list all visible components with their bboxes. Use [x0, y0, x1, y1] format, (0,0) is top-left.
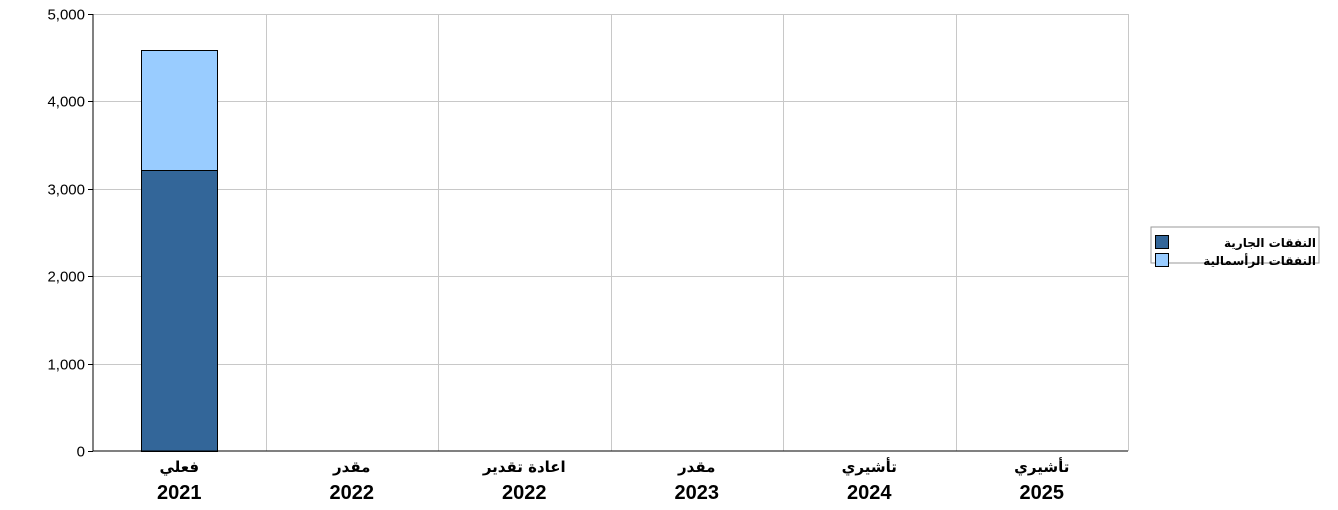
gridlines — [93, 14, 1129, 451]
y-tick-label: 5,000 — [47, 7, 85, 24]
x-tick-year: 2025 — [1020, 482, 1065, 504]
y-tick-labels: 0 1,000 2,000 3,000 4,000 5,000 — [47, 7, 93, 461]
bars — [141, 50, 218, 452]
y-tick-label: 1,000 — [47, 357, 85, 374]
x-tick-year: 2024 — [847, 482, 892, 504]
x-tick-year: 2023 — [675, 482, 720, 504]
x-tick-labels: فعلي 2021 مقدر 2022 اعادة تقدير 2022 مقدر 2023 ت… — [157, 457, 1069, 504]
y-tick-label: 0 — [77, 444, 85, 461]
x-tick-label: تأشيري — [842, 457, 897, 477]
x-tick-label: مقدر — [332, 458, 370, 476]
y-tick-label: 3,000 — [47, 182, 85, 199]
x-tick-year: 2021 — [157, 482, 202, 504]
x-tick-year: 2022 — [502, 482, 547, 504]
legend: النفقات الجارية النفقات الرأسمالية — [1150, 226, 1320, 268]
x-tick-label: فعلي — [159, 458, 199, 476]
x-tick-label: اعادة تقدير — [482, 458, 566, 476]
legend-swatch — [1155, 253, 1169, 267]
x-tick-label: مقدر — [677, 458, 715, 476]
bar-segment — [141, 170, 218, 452]
y-tick-label: 4,000 — [47, 94, 85, 111]
legend-label: النفقات الرأسمالية — [1203, 253, 1316, 268]
legend-swatch — [1155, 235, 1169, 249]
y-tick-label: 2,000 — [47, 269, 85, 286]
x-tick-year: 2022 — [330, 482, 375, 504]
x-tick-label: تأشيري — [1014, 457, 1069, 477]
legend-label: النفقات الجارية — [1224, 236, 1316, 250]
axes — [92, 14, 1128, 452]
bar-segment — [141, 50, 218, 171]
legend-box — [1150, 226, 1320, 264]
